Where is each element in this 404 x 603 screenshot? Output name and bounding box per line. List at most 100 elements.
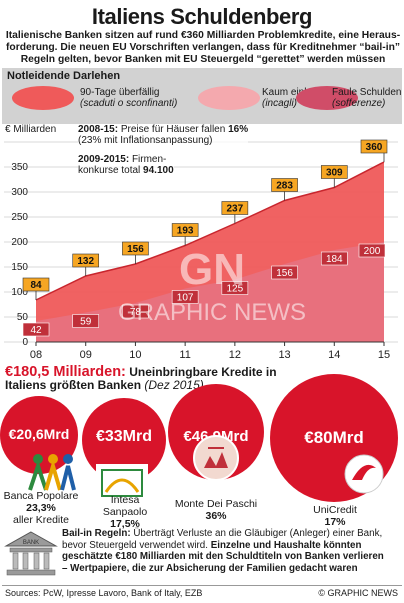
bank-label-mps: Monte Dei Paschi 36%	[168, 498, 264, 522]
bank-pct: 23,3%	[26, 502, 56, 514]
total-value-label: 283	[276, 181, 293, 192]
bailin-line: Überträgt Verluste an die Gläubiger (Anl…	[133, 528, 383, 539]
footer-divider	[2, 585, 402, 586]
total-value-box	[171, 223, 199, 237]
headline-text: Uneinbringbare Kredite in	[129, 365, 277, 379]
bank-building-icon: BANK	[4, 531, 58, 576]
bad-debt-value-box	[320, 251, 348, 266]
intro-line: Italienische Banken sitzen auf rund €360…	[5, 30, 401, 41]
bad-debt-value-box	[221, 281, 249, 295]
bank-pct: 17%	[324, 516, 346, 528]
headline-line2: Italiens größten Banken	[5, 378, 142, 392]
total-value-box	[271, 178, 298, 192]
monte-dei-paschi-logo	[193, 435, 239, 481]
total-value-box	[221, 201, 249, 215]
bank-pct: 17,5%	[110, 518, 140, 530]
bank-amount: €20,6Mrd	[8, 426, 70, 442]
intro-line: forderung. Die neuen EU Vorschriften ver…	[5, 42, 401, 53]
page-title: Italiens Schuldenberg	[91, 4, 313, 29]
y-tick-label: 0	[22, 337, 28, 348]
bad-debt-value-label: 200	[364, 246, 381, 257]
legend-swatch-overdue	[12, 86, 74, 110]
bailin-label: Bail-in Regeln:	[62, 528, 131, 539]
bank-name: Sanpaolo	[102, 506, 148, 518]
total-value-label: 156	[127, 244, 144, 255]
x-tick-label: 10	[129, 349, 141, 361]
x-tick-label: 15	[378, 349, 390, 361]
total-value-label: 309	[326, 168, 343, 179]
bailin-text: Bail-in Regeln: Überträgt Verluste an di…	[62, 528, 402, 574]
legend-sublabel: (sofferenze)	[332, 98, 386, 109]
legend-swatch-bad-debt	[296, 86, 358, 110]
y-tick-label: 100	[11, 287, 28, 298]
bad-debt-value-box	[171, 290, 199, 304]
bad-debt-value-box	[72, 314, 100, 328]
bad-debt-value-label: 156	[276, 268, 293, 279]
total-value-box	[360, 139, 388, 154]
bank-label-intesa: Intesa Sanpaolo 17,5%	[86, 494, 164, 530]
unit-label: € Milliarden	[5, 124, 57, 135]
bank-name: Banca Popolare	[3, 490, 79, 502]
copyright-text: © GRAPHIC NEWS	[318, 588, 398, 598]
y-tick-label: 200	[11, 237, 28, 248]
sources-text: Sources: PcW, Ipresse Lavoro, Bank of It…	[5, 588, 203, 598]
bailin-line: geschätzte €180 Milliarden mit den Schul…	[62, 551, 384, 562]
note-house-prices: 2008-15: Preise für Häuser fallen 16% (2…	[78, 124, 249, 146]
bank-label-unicredit: UniCredit 17%	[290, 504, 380, 528]
note-sub: (23% mit Inflationsanpassung)	[78, 135, 213, 146]
total-value-box	[22, 277, 50, 292]
bad-debt-value-label: 107	[177, 293, 194, 304]
banks-headline: €180,5 Milliarden: Uneinbringbare Kredit…	[5, 365, 401, 392]
debt-area-chart: 0 50 100 150 200 250 300 350 08 09 10 11 12 13 14 15 84 1…	[4, 139, 398, 361]
legend-label: Faule Schulden	[332, 87, 402, 98]
legend-sublabel: (scaduti o sconfinanti)	[80, 98, 178, 109]
y-tick-label: 350	[11, 162, 28, 173]
bad-debt-value-box	[358, 243, 386, 258]
total-value-label: 193	[177, 226, 194, 237]
bad-debt-value-box	[271, 265, 298, 280]
bad-debt-value-label: 59	[80, 317, 92, 328]
bad-debt-value-label: 42	[30, 325, 42, 336]
legend-item-overdue: 90-Tage überfällig (scaduti o sconfinant…	[80, 87, 177, 109]
note-year: 2009-2015:	[78, 154, 130, 165]
bank-sign-text: BANK	[23, 540, 39, 546]
y-tick-label: 150	[11, 262, 28, 273]
x-tick-label: 12	[229, 349, 241, 361]
y-tick-label: 50	[17, 312, 29, 323]
bank-name: Intesa	[110, 494, 140, 506]
bailin-line: – Wertpapiere, die zur Absicherung der F…	[62, 562, 358, 574]
note-bankruptcies: 2009-2015: Firmen- konkurse total 94.100	[78, 154, 174, 176]
total-value-box	[320, 165, 348, 179]
bad-debt-value-label: 184	[326, 254, 343, 265]
bad-debt-value-box	[22, 322, 50, 337]
bank-pct: 36%	[205, 510, 227, 522]
y-tick-label: 250	[11, 212, 28, 223]
bailin-line: Einzelne und Haushalte könnten	[210, 539, 362, 551]
unicredit-logo	[344, 454, 384, 494]
total-value-label: 360	[366, 142, 383, 153]
bank-extra: aller Kredite	[12, 514, 70, 526]
total-value-box	[122, 241, 149, 256]
note-value: 94.100	[143, 165, 174, 176]
note-text: Firmen-	[131, 154, 167, 165]
bailin-line: bevor Steuergeld verwendet wird.	[62, 539, 208, 551]
headline-date: (Dez 2015)	[144, 378, 204, 392]
bank-amount: €80Mrd	[304, 428, 364, 447]
note-value: 16%	[228, 124, 249, 135]
bank-name: Monte Dei Paschi	[174, 498, 258, 510]
y-tick-label: 300	[11, 187, 28, 198]
banca-popolare-logo	[28, 454, 76, 491]
legend-sublabel: (incagli)	[262, 98, 298, 109]
total-value-label: 237	[227, 204, 244, 215]
bad-debt-value-box	[122, 304, 149, 319]
x-tick-label: 09	[80, 349, 92, 361]
bad-debt-value-label: 125	[227, 284, 244, 295]
x-tick-label: 14	[328, 349, 340, 361]
watermark-logo: GN	[179, 245, 245, 294]
note-text: Preise für Häuser fallen	[120, 124, 226, 135]
total-value-label: 84	[30, 280, 42, 291]
x-tick-label: 13	[278, 349, 290, 361]
bank-name: UniCredit	[313, 504, 357, 516]
total-value-box	[72, 253, 100, 268]
bad-debt-value-label: 78	[130, 307, 142, 318]
